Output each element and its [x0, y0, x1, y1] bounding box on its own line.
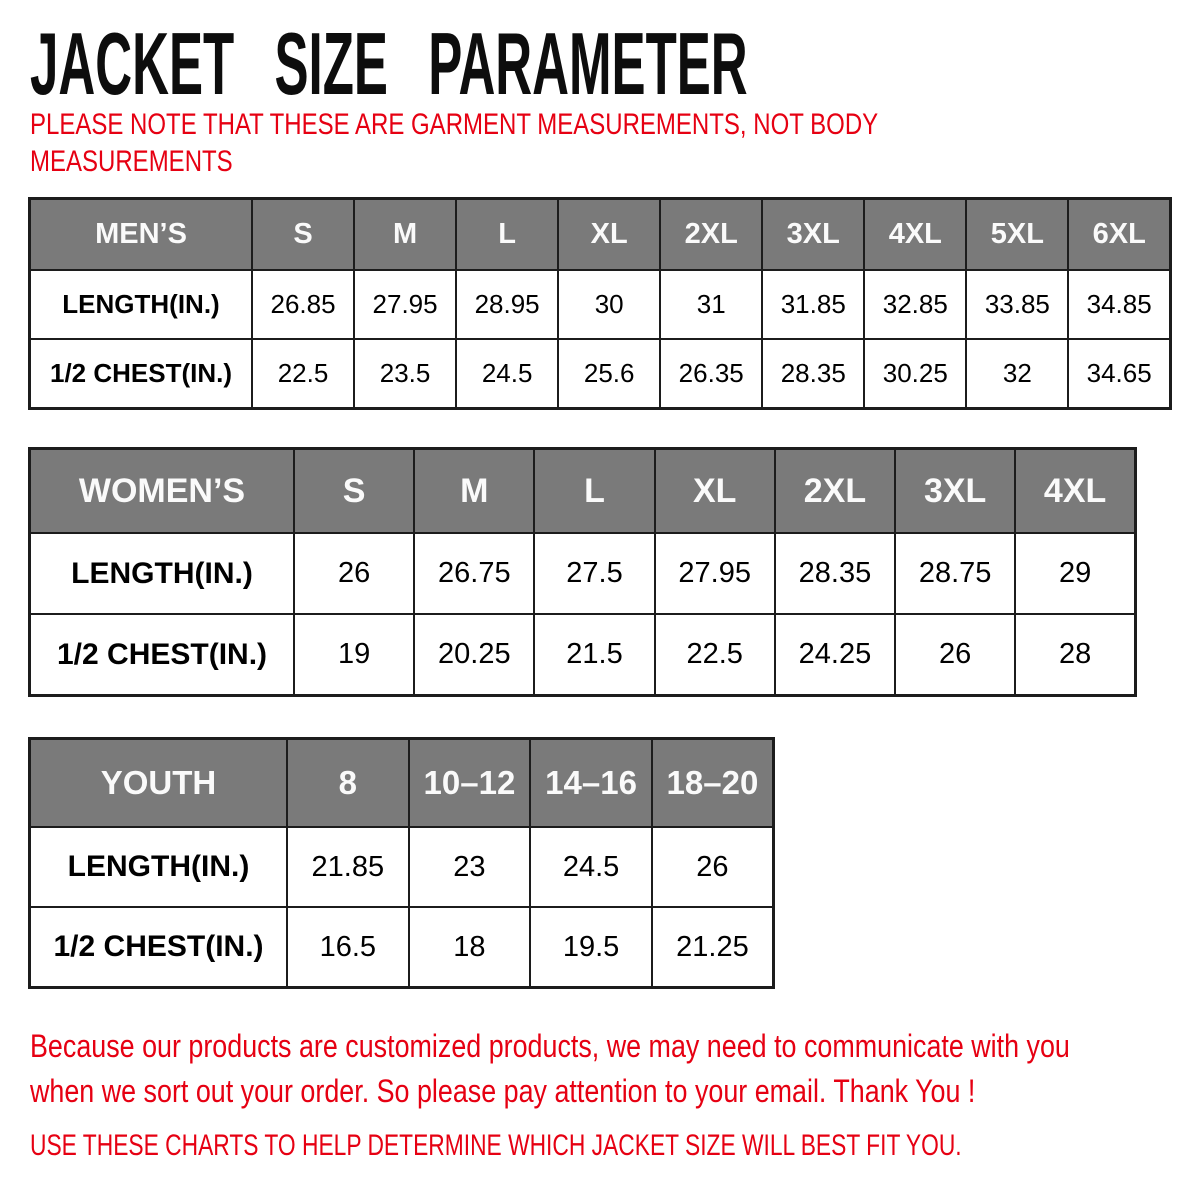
womens-size-table: WOMEN’S S M L XL 2XL 3XL 4XL LENGTH(IN.) 26 26.75 2…	[28, 447, 1137, 697]
measurement-value-cell: 26	[292, 532, 416, 615]
page-title: JACKET SIZE PARAMETER	[30, 14, 748, 113]
measurement-row-label: LENGTH(IN.)	[28, 532, 295, 615]
mens-category-header: MEN’S	[28, 197, 253, 271]
table-row: 1/2 CHEST(IN.) 22.5 23.5 24.5 25.6 26.35 28.35…	[28, 338, 1172, 410]
measurement-value-cell: 25.6	[557, 338, 662, 410]
garment-measurement-note: PLEASE NOTE THAT THESE ARE GARMENT MEASU…	[30, 106, 1090, 180]
measurement-value-cell: 28.35	[761, 338, 866, 410]
measurement-value-cell: 26.35	[659, 338, 764, 410]
table-row: LENGTH(IN.) 26.85 27.95 28.95 30 31 31.85 32.85…	[28, 269, 1172, 340]
measurement-value-cell: 24.5	[455, 338, 560, 410]
measurement-row-label: LENGTH(IN.)	[28, 826, 288, 908]
measurement-value-cell: 26.85	[250, 269, 356, 340]
measurement-value-cell: 28	[1014, 613, 1137, 697]
size-header-cell: 2XL	[773, 447, 897, 534]
measurement-value-cell: 32	[965, 338, 1070, 410]
measurement-value-cell: 32.85	[863, 269, 968, 340]
measurement-value-cell: 28.95	[455, 269, 560, 340]
customization-notice: Because our products are customized prod…	[30, 1024, 1200, 1114]
measurement-row-label: LENGTH(IN.)	[28, 269, 253, 340]
size-header-cell: 2XL	[659, 197, 764, 271]
table-row: LENGTH(IN.) 21.85 23 24.5 26	[28, 826, 775, 908]
size-header-cell: 4XL	[1014, 447, 1137, 534]
measurement-value-cell: 29	[1014, 532, 1137, 615]
customization-notice-line: when we sort out your order. So please p…	[30, 1073, 976, 1109]
measurement-value-cell: 34.85	[1067, 269, 1172, 340]
size-header-cell: 4XL	[863, 197, 968, 271]
measurement-value-cell: 24.5	[529, 826, 653, 908]
size-header-cell: 14–16	[529, 737, 653, 828]
size-header-cell: L	[533, 447, 656, 534]
table-header-row: WOMEN’S S M L XL 2XL 3XL 4XL	[28, 447, 1137, 534]
table-row: 1/2 CHEST(IN.) 19 20.25 21.5 22.5 24.25 26 28	[28, 613, 1137, 697]
measurement-value-cell: 19.5	[529, 906, 653, 989]
measurement-value-cell: 26	[650, 826, 775, 908]
measurement-value-cell: 34.65	[1067, 338, 1172, 410]
size-header-cell: M	[413, 447, 536, 534]
measurement-row-label: 1/2 CHEST(IN.)	[28, 906, 288, 989]
measurement-value-cell: 30	[557, 269, 662, 340]
measurement-value-cell: 24.25	[773, 613, 897, 697]
customization-notice-line: Because our products are customized prod…	[30, 1028, 1070, 1064]
youth-size-table: YOUTH 8 10–12 14–16 18–20 LENGTH(IN.) 21.85 23 2…	[28, 737, 775, 989]
size-header-cell: 3XL	[761, 197, 866, 271]
measurement-value-cell: 28.75	[894, 532, 1017, 615]
measurement-value-cell: 31.85	[761, 269, 866, 340]
measurement-value-cell: 33.85	[965, 269, 1070, 340]
size-header-cell: 10–12	[407, 737, 532, 828]
measurement-value-cell: 22.5	[653, 613, 776, 697]
womens-category-header: WOMEN’S	[28, 447, 295, 534]
measurement-value-cell: 21.25	[650, 906, 775, 989]
measurement-row-label: 1/2 CHEST(IN.)	[28, 613, 295, 697]
fit-guidance-note: USE THESE CHARTS TO HELP DETERMINE WHICH…	[30, 1129, 962, 1162]
measurement-value-cell: 22.5	[250, 338, 356, 410]
table-header-row: YOUTH 8 10–12 14–16 18–20	[28, 737, 775, 828]
size-header-cell: 6XL	[1067, 197, 1172, 271]
size-header-cell: S	[250, 197, 356, 271]
measurement-value-cell: 28.35	[773, 532, 897, 615]
measurement-value-cell: 23.5	[353, 338, 458, 410]
size-header-cell: M	[353, 197, 458, 271]
measurement-value-cell: 23	[407, 826, 532, 908]
garment-note-line: PLEASE NOTE THAT THESE ARE GARMENT MEASU…	[30, 108, 879, 141]
size-header-cell: 8	[286, 737, 410, 828]
garment-note-line: MEASUREMENTS	[30, 145, 233, 178]
size-header-cell: 18–20	[650, 737, 775, 828]
size-header-cell: 5XL	[965, 197, 1070, 271]
measurement-value-cell: 27.95	[653, 532, 776, 615]
measurement-row-label: 1/2 CHEST(IN.)	[28, 338, 253, 410]
table-header-row: MEN’S S M L XL 2XL 3XL 4XL 5XL 6XL	[28, 197, 1172, 271]
size-header-cell: L	[455, 197, 560, 271]
size-header-cell: XL	[557, 197, 662, 271]
size-header-cell: 3XL	[894, 447, 1017, 534]
measurement-value-cell: 19	[292, 613, 416, 697]
measurement-value-cell: 16.5	[286, 906, 410, 989]
mens-size-table: MEN’S S M L XL 2XL 3XL 4XL 5XL 6XL LENGTH(IN.) 26.8…	[28, 197, 1172, 410]
size-header-cell: XL	[653, 447, 776, 534]
table-row: 1/2 CHEST(IN.) 16.5 18 19.5 21.25	[28, 906, 775, 989]
measurement-value-cell: 26.75	[413, 532, 536, 615]
table-row: LENGTH(IN.) 26 26.75 27.5 27.95 28.35 28.75 29	[28, 532, 1137, 615]
measurement-value-cell: 18	[407, 906, 532, 989]
measurement-value-cell: 30.25	[863, 338, 968, 410]
measurement-value-cell: 27.95	[353, 269, 458, 340]
measurement-value-cell: 20.25	[413, 613, 536, 697]
size-header-cell: S	[292, 447, 416, 534]
measurement-value-cell: 21.85	[286, 826, 410, 908]
youth-category-header: YOUTH	[28, 737, 288, 828]
measurement-value-cell: 27.5	[533, 532, 656, 615]
measurement-value-cell: 21.5	[533, 613, 656, 697]
measurement-value-cell: 26	[894, 613, 1017, 697]
measurement-value-cell: 31	[659, 269, 764, 340]
